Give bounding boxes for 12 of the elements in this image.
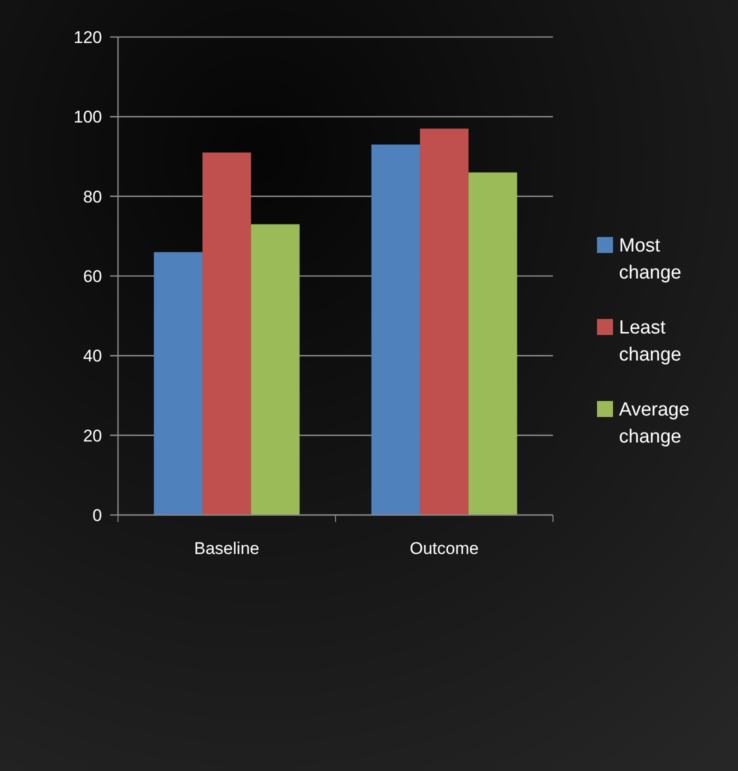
legend-label: Least change (619, 318, 682, 366)
legend-label: Average change (619, 400, 690, 448)
y-tick-label: 80 (83, 187, 102, 206)
y-tick-label: 0 (92, 506, 102, 525)
x-tick-label: Baseline (194, 539, 260, 558)
y-tick-label: 120 (74, 28, 102, 47)
y-tick-label: 60 (83, 266, 102, 286)
x-tick-label: Outcome (410, 539, 479, 558)
y-tick-label: 100 (74, 108, 102, 127)
y-tick-label: 40 (83, 346, 102, 366)
legend-label: Most change (619, 236, 682, 284)
y-tick-label: 20 (83, 426, 102, 446)
